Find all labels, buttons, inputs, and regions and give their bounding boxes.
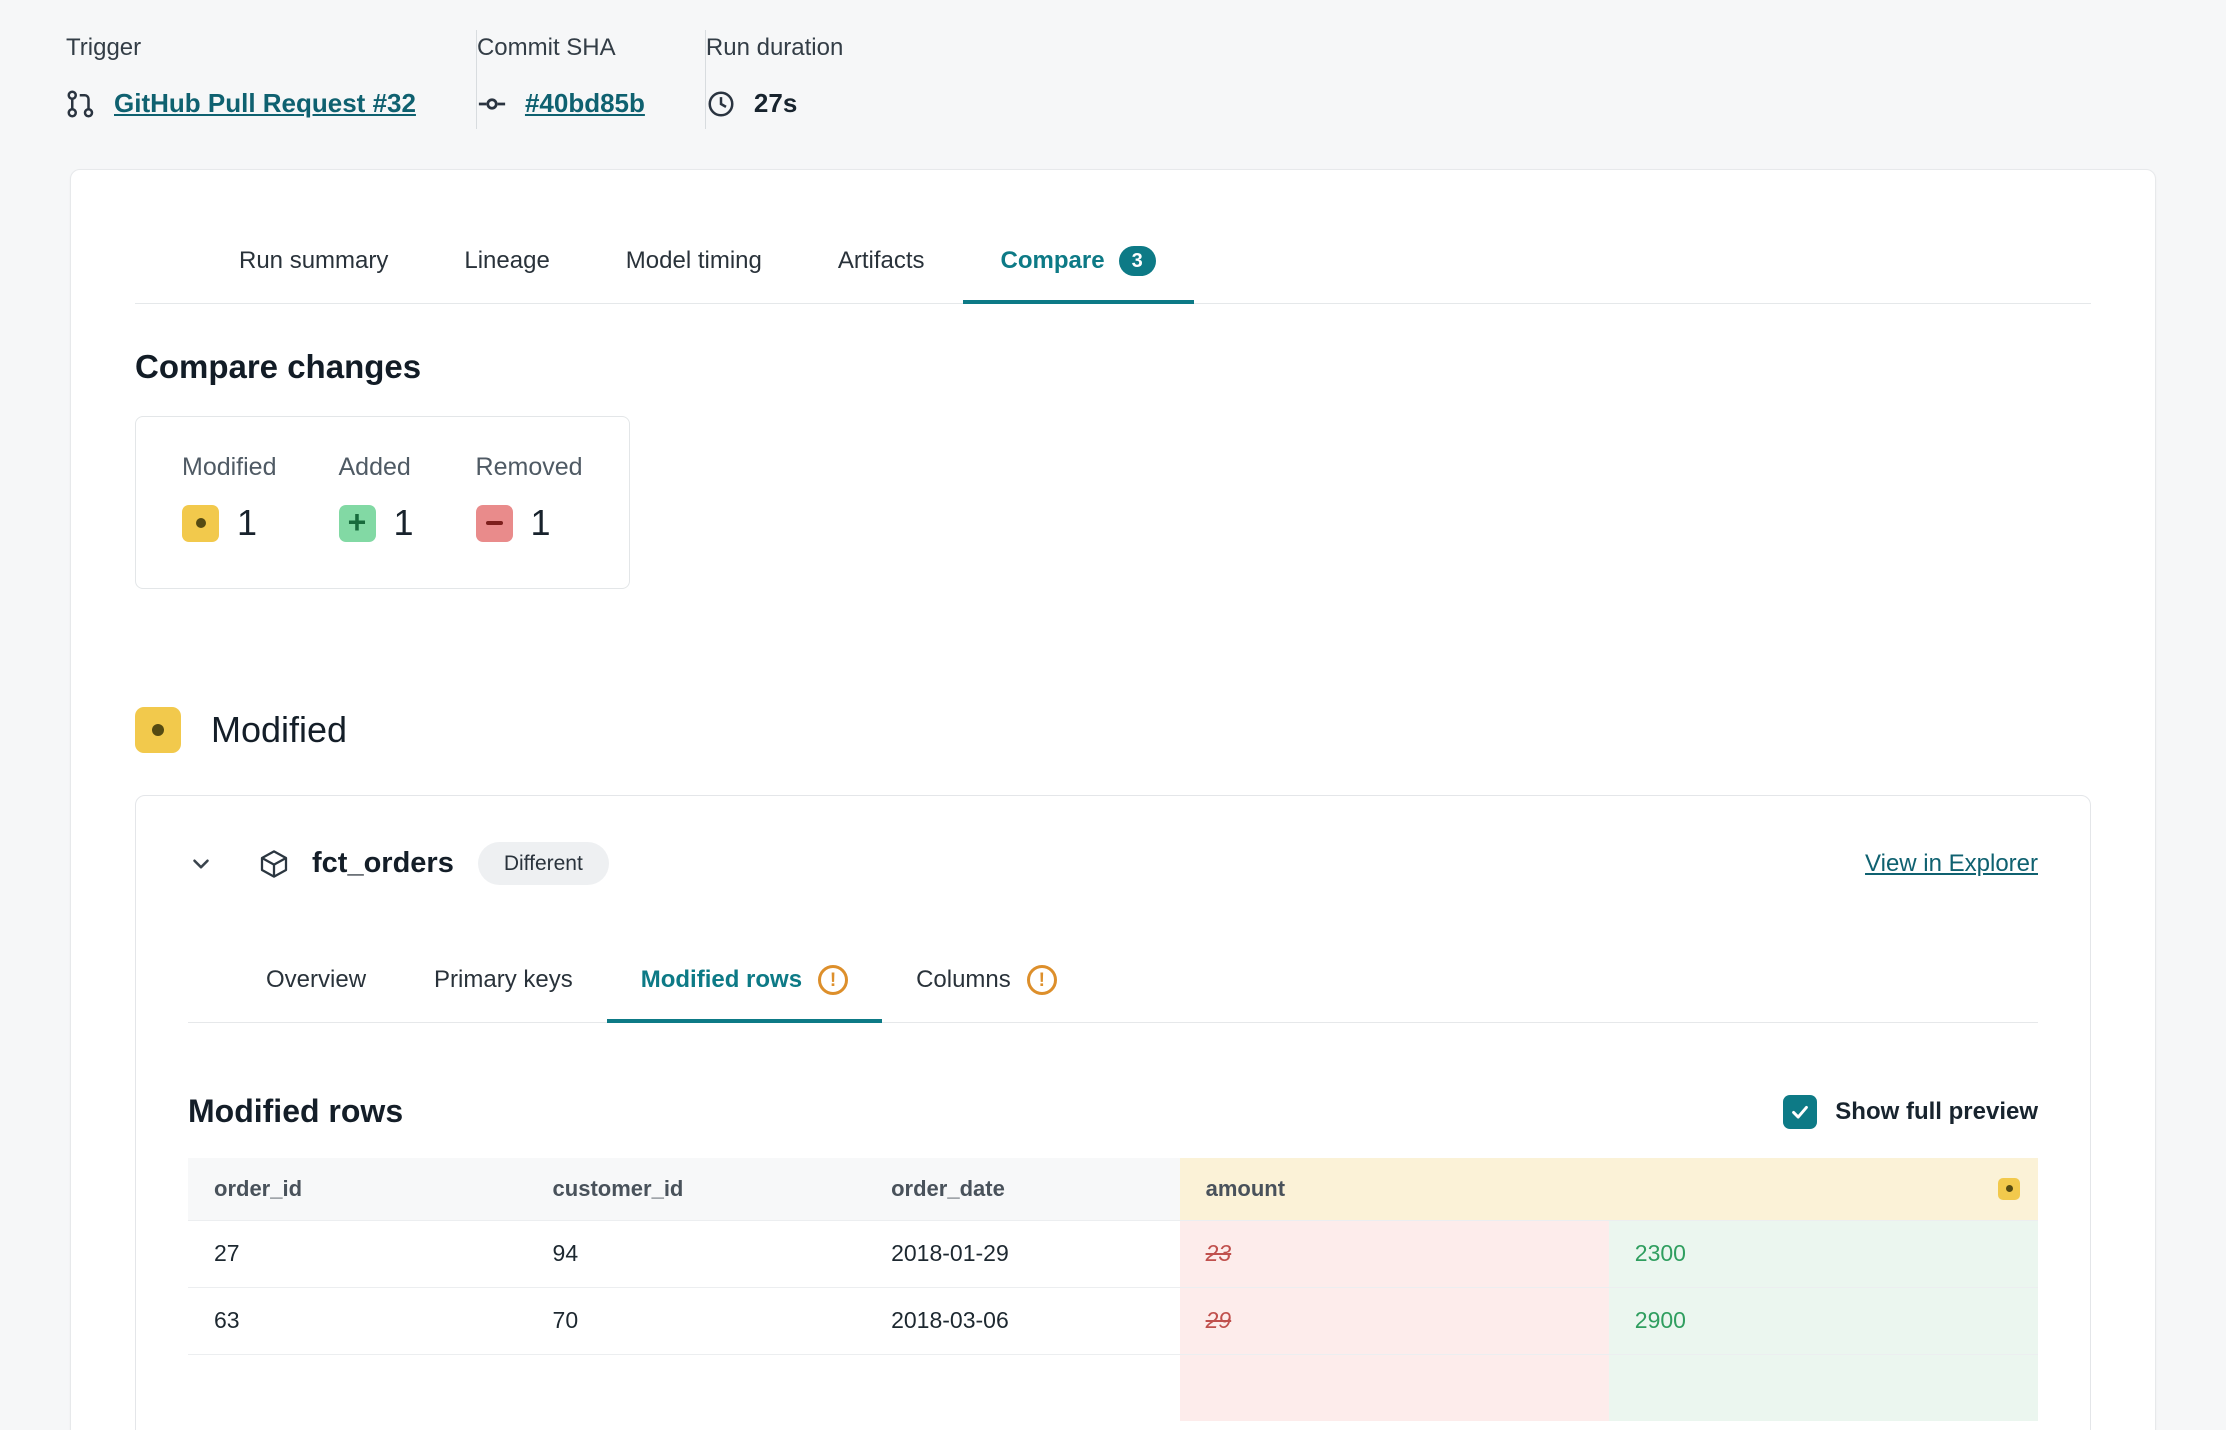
model-status-badge: Different	[477, 842, 609, 885]
model-header: fct_orders Different View in Explorer	[188, 842, 2038, 885]
trigger-meta: Trigger GitHub Pull Request #32	[66, 30, 476, 129]
tab-modified-rows[interactable]: Modified rows !	[606, 947, 883, 1023]
duration-meta: Run duration 27s	[706, 30, 903, 129]
show-full-preview-toggle[interactable]: Show full preview	[1783, 1094, 2038, 1129]
commit-meta: Commit SHA #40bd85b	[477, 30, 705, 129]
commit-icon	[477, 89, 507, 119]
run-meta-bar: Trigger GitHub Pull Request #32 Commit S…	[0, 0, 2226, 129]
chevron-down-icon[interactable]	[188, 851, 214, 877]
summary-added: Added + 1	[338, 453, 414, 543]
col-order-id: order_id	[188, 1158, 527, 1220]
table-header-row: order_id customer_id order_date amount	[188, 1158, 2038, 1220]
show-full-preview-label: Show full preview	[1835, 1097, 2038, 1125]
commit-label: Commit SHA	[476, 34, 616, 61]
pull-request-icon	[66, 89, 96, 119]
warning-icon: !	[1026, 965, 1057, 995]
tab-compare[interactable]: Compare 3	[962, 226, 1194, 304]
tab-artifacts[interactable]: Artifacts	[837, 247, 925, 274]
trigger-label: Trigger	[66, 34, 142, 61]
old-value-cell: 29	[1179, 1286, 1609, 1354]
view-in-explorer-link[interactable]: View in Explorer	[1865, 849, 2038, 877]
tab-run-summary[interactable]: Run summary	[239, 247, 389, 274]
tab-primary-keys[interactable]: Primary keys	[434, 966, 573, 993]
change-summary-card: Modified 1 Added + 1 Removed 1	[135, 416, 630, 589]
added-count: 1	[393, 502, 414, 543]
model-card-fct-orders: fct_orders Different View in Explorer Ov…	[135, 795, 2091, 1430]
commit-sha-link[interactable]: #40bd85b	[524, 88, 645, 118]
summary-removed: Removed 1	[475, 453, 583, 543]
run-detail-card: Run summary Lineage Model timing Artifac…	[70, 169, 2156, 1430]
removed-count: 1	[530, 502, 551, 543]
modified-column-icon	[1998, 1177, 2020, 1200]
modified-section-heading: Modified	[135, 707, 2091, 753]
removed-icon	[475, 504, 513, 542]
modified-section-title: Modified	[211, 709, 348, 750]
tab-overview[interactable]: Overview	[266, 966, 367, 993]
modified-rows-header: Modified rows Show full preview	[188, 1093, 2038, 1130]
modified-rows-table: order_id customer_id order_date amount 2…	[188, 1158, 2038, 1421]
new-value-cell: 2300	[1608, 1219, 2038, 1287]
col-order-date: order_date	[865, 1158, 1180, 1220]
col-customer-id: customer_id	[526, 1158, 866, 1220]
model-name: fct_orders	[312, 847, 454, 879]
tab-columns[interactable]: Columns !	[882, 947, 1091, 1023]
meta-divider	[475, 30, 477, 129]
table-row	[188, 1353, 2038, 1421]
table-row: 27 94 2018-01-29 23 2300	[188, 1219, 2038, 1287]
clock-icon	[706, 89, 736, 119]
table-row: 63 70 2018-03-06 29 2900	[188, 1286, 2038, 1354]
tab-model-timing[interactable]: Model timing	[625, 247, 762, 274]
tab-lineage[interactable]: Lineage	[464, 247, 550, 274]
added-icon: +	[338, 504, 376, 542]
duration-label: Run duration	[705, 34, 844, 61]
modified-rows-title: Modified rows	[188, 1093, 404, 1129]
trigger-link[interactable]: GitHub Pull Request #32	[114, 88, 416, 118]
col-amount: amount	[1179, 1158, 1609, 1220]
model-cube-icon	[258, 848, 290, 880]
warning-icon: !	[818, 965, 849, 995]
run-tabs: Run summary Lineage Model timing Artifac…	[135, 226, 2091, 304]
duration-value: 27s	[753, 88, 798, 118]
new-value-cell: 2900	[1608, 1286, 2038, 1354]
compare-count-badge: 3	[1118, 246, 1156, 276]
modified-icon	[182, 504, 219, 542]
meta-divider	[704, 30, 706, 129]
old-value-cell	[1179, 1353, 1609, 1421]
new-value-cell	[1608, 1353, 2038, 1421]
col-amount-change	[1608, 1158, 2038, 1220]
page-title: Compare changes	[135, 348, 422, 385]
modified-icon	[135, 707, 181, 753]
model-tabs: Overview Primary keys Modified rows ! Co…	[188, 947, 2038, 1023]
checkbox-checked-icon[interactable]	[1783, 1094, 1818, 1129]
summary-modified: Modified 1	[182, 453, 277, 543]
modified-count: 1	[237, 502, 258, 543]
old-value-cell: 23	[1179, 1219, 1609, 1287]
